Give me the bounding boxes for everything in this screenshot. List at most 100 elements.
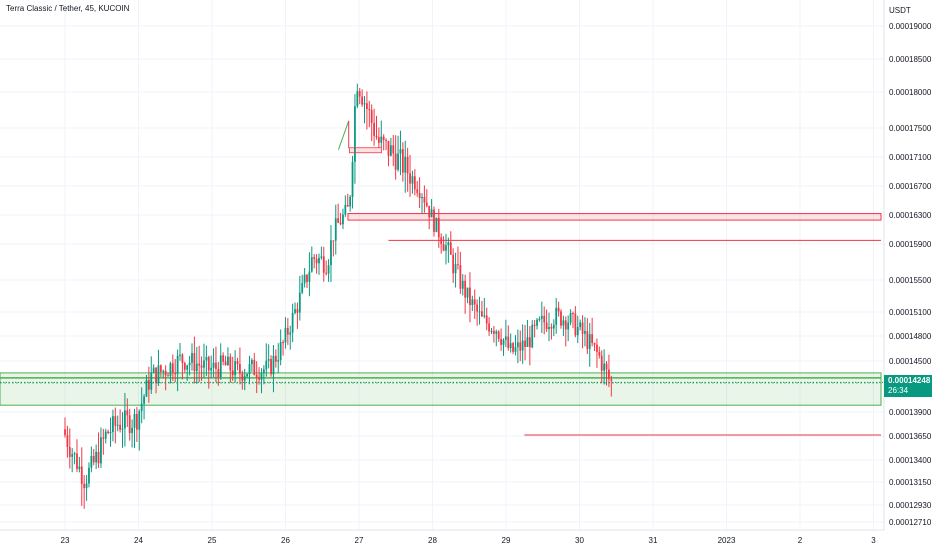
candle-body — [483, 315, 486, 317]
candle-body — [133, 414, 136, 428]
candle-body — [358, 91, 361, 97]
candle-body — [366, 103, 368, 109]
candle-body — [346, 204, 349, 207]
candle-body — [576, 327, 579, 336]
candle-body — [313, 257, 316, 259]
candle-body — [83, 483, 86, 489]
candle-body — [219, 355, 222, 378]
candle-body — [495, 331, 498, 334]
candle-body — [85, 483, 88, 489]
candle-body — [538, 318, 541, 320]
candle-body — [119, 424, 122, 430]
candle-body — [351, 161, 354, 197]
candle-body — [516, 342, 519, 348]
time-tick-label: 24 — [134, 536, 143, 545]
candle-body — [481, 311, 483, 317]
candle-body — [593, 343, 596, 345]
candle-body — [548, 327, 550, 330]
candle-body — [121, 428, 124, 430]
candle-body — [445, 245, 447, 251]
candle-body — [169, 363, 172, 376]
bar-countdown: 26:34 — [888, 386, 909, 395]
candle-body — [389, 145, 392, 156]
candle-body — [128, 415, 131, 434]
candle-body — [399, 149, 402, 154]
candle-body — [433, 209, 435, 232]
time-axis[interactable]: 23 24 25 26 27 28 29 30 31 2023 2 3 — [61, 536, 877, 545]
candle-body — [521, 340, 524, 351]
candle-body — [485, 315, 488, 324]
candle-body — [135, 414, 138, 430]
candle-body — [167, 375, 169, 377]
candle-body — [243, 376, 246, 381]
candle-body — [150, 372, 153, 390]
candle-body — [274, 355, 277, 362]
candle-body — [80, 466, 83, 484]
candle-body — [253, 360, 256, 375]
candle-body — [291, 312, 294, 333]
candle-body — [205, 357, 208, 361]
candle-body — [528, 337, 531, 348]
candle-body — [411, 176, 414, 184]
candle-body — [174, 373, 177, 375]
candle-body — [526, 337, 529, 347]
candle-body — [476, 304, 479, 312]
price-tick-label: 0.00013900 — [889, 408, 932, 417]
candle-body — [497, 331, 500, 339]
candle-body — [574, 313, 577, 336]
candle-body — [282, 342, 284, 344]
candle-body — [76, 453, 78, 469]
price-tick-label: 0.00015100 — [889, 308, 932, 317]
candle-body — [229, 356, 232, 371]
candle-body — [193, 353, 196, 372]
candle-body — [159, 365, 162, 372]
candle-body — [241, 373, 244, 381]
candle-body — [356, 91, 359, 107]
candle-body — [610, 379, 613, 381]
candle-body — [363, 103, 366, 105]
candle-body — [147, 379, 150, 390]
candle-body — [380, 136, 383, 143]
candle-body — [581, 322, 584, 334]
candle-body — [385, 139, 387, 141]
candle-body — [303, 274, 306, 284]
candle-body — [320, 256, 323, 258]
zone-resistance — [347, 213, 882, 221]
candle-body — [191, 353, 193, 363]
candle-body — [73, 453, 76, 455]
candle-body — [306, 274, 308, 282]
candle-body — [555, 307, 558, 325]
candle-body — [545, 322, 548, 330]
candle-body — [322, 256, 325, 273]
candle-body — [423, 196, 426, 203]
candle-body — [533, 324, 536, 326]
candle-body — [234, 361, 237, 376]
candle-body — [68, 447, 71, 457]
candle-body — [102, 437, 105, 439]
candle-body — [207, 357, 210, 371]
price-tick-label: 0.00019000 — [889, 22, 932, 31]
candle-body — [90, 455, 93, 468]
candle-body — [330, 240, 332, 266]
candle-body — [310, 257, 313, 272]
price-tick-label: 0.00018000 — [889, 88, 932, 97]
candle-body — [550, 327, 553, 329]
time-tick-label: 26 — [281, 536, 290, 545]
candle-body — [461, 280, 464, 289]
candle-body — [416, 189, 419, 193]
candle-body — [354, 106, 356, 162]
candle-body — [164, 370, 167, 376]
candle-body — [502, 339, 505, 345]
candle-body — [337, 218, 340, 223]
candle-body — [270, 359, 272, 375]
candle-body — [588, 334, 591, 349]
candle-body — [260, 372, 263, 380]
price-axis[interactable]: 0.00019000 0.00018500 0.00018000 0.00017500… — [889, 22, 932, 527]
candle-body — [217, 368, 220, 378]
candle-body — [493, 330, 495, 334]
candle-body — [394, 153, 397, 170]
candle-body — [327, 265, 330, 274]
price-tick-label: 0.00014800 — [889, 332, 932, 341]
candle-body — [140, 403, 143, 411]
